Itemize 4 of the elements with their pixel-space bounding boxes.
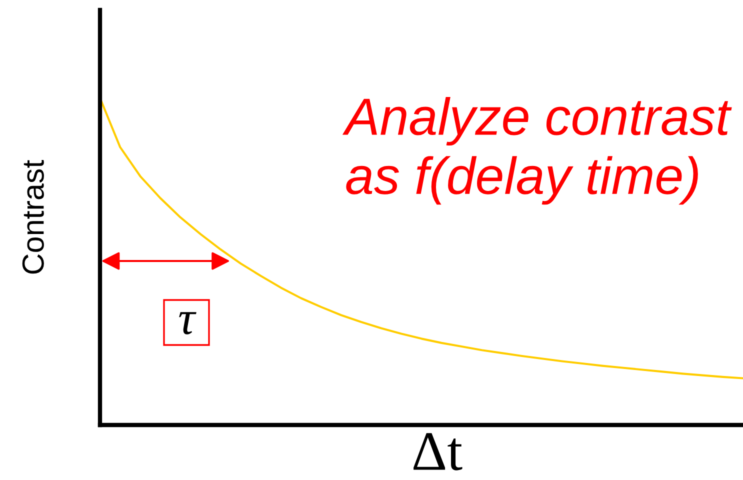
- x-axis-title: Δt: [414, 433, 462, 470]
- annotation: τ: [179, 312, 196, 334]
- y-axis-title: Contrast: [22, 160, 44, 274]
- annotation: Analyze contrast as f(delay time): [342, 97, 732, 205]
